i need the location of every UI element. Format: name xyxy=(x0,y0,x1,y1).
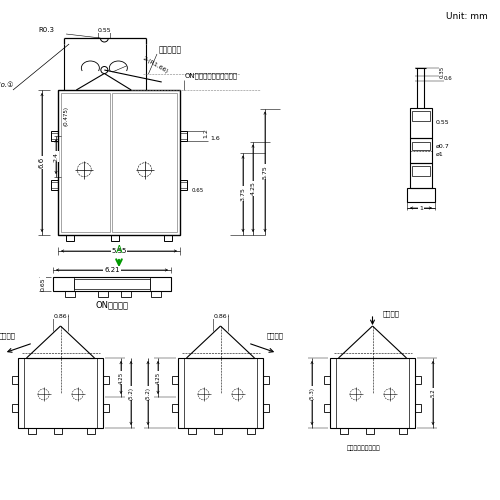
Text: (0.475): (0.475) xyxy=(64,106,68,126)
Text: 6.21: 6.21 xyxy=(104,267,120,273)
Bar xyxy=(12,404,18,411)
Text: 操作方向: 操作方向 xyxy=(267,332,284,340)
Text: 6.6: 6.6 xyxy=(39,157,45,168)
Bar xyxy=(214,428,222,434)
Text: (5.3): (5.3) xyxy=(310,386,314,400)
Text: 0.55: 0.55 xyxy=(98,28,111,32)
Text: A: A xyxy=(116,245,122,255)
Bar xyxy=(247,428,255,434)
Bar xyxy=(330,358,415,428)
Bar xyxy=(65,291,75,297)
Bar xyxy=(188,428,196,434)
Text: 全冲程位置: 全冲程位置 xyxy=(159,46,182,54)
Text: 4.25: 4.25 xyxy=(250,182,256,195)
Text: Unit: mm: Unit: mm xyxy=(446,12,488,21)
Bar xyxy=(51,130,58,140)
Text: 操作方向: 操作方向 xyxy=(382,310,400,318)
Bar xyxy=(18,358,103,428)
Bar xyxy=(172,404,178,411)
Text: 0.55: 0.55 xyxy=(436,120,450,126)
Text: 4.25: 4.25 xyxy=(118,372,124,384)
Bar xyxy=(366,428,374,434)
Text: (5.2): (5.2) xyxy=(128,386,134,400)
Bar xyxy=(263,376,269,384)
Bar xyxy=(178,358,263,428)
Bar xyxy=(172,376,178,384)
Bar xyxy=(61,93,110,232)
Bar xyxy=(12,376,18,384)
Text: 1.2: 1.2 xyxy=(204,128,208,138)
Bar xyxy=(180,180,187,190)
Text: 5.55: 5.55 xyxy=(112,248,126,254)
Text: ø0.7: ø0.7 xyxy=(436,144,450,149)
Bar xyxy=(111,235,119,241)
Bar xyxy=(103,404,109,411)
Bar xyxy=(74,279,150,289)
Bar xyxy=(98,291,108,297)
Bar xyxy=(87,428,95,434)
Text: 2-(R1.66): 2-(R1.66) xyxy=(141,56,169,74)
Bar xyxy=(28,428,36,434)
Text: 5.2: 5.2 xyxy=(430,388,436,398)
Bar xyxy=(399,428,407,434)
Text: ON初始位置: ON初始位置 xyxy=(96,300,128,310)
Bar xyxy=(415,404,421,411)
Bar xyxy=(412,142,430,150)
Bar xyxy=(263,404,269,411)
Text: 使操作部笔直动作时: 使操作部笔直动作时 xyxy=(347,445,381,451)
Bar xyxy=(412,111,430,121)
Bar xyxy=(410,163,432,188)
Text: 0.6: 0.6 xyxy=(444,76,453,80)
Text: 0.65: 0.65 xyxy=(192,188,204,194)
Bar xyxy=(340,428,348,434)
Bar xyxy=(151,291,161,297)
Bar xyxy=(103,376,109,384)
Text: Terminal No.①: Terminal No.① xyxy=(0,82,13,88)
Text: 4.25: 4.25 xyxy=(156,372,160,384)
Bar xyxy=(58,90,180,235)
Text: 0.35: 0.35 xyxy=(440,66,444,78)
Bar xyxy=(412,166,430,176)
Bar xyxy=(54,428,62,434)
Text: 3.75: 3.75 xyxy=(240,187,246,200)
Bar xyxy=(410,108,432,138)
Text: 5.75: 5.75 xyxy=(262,165,268,178)
Text: (5.2): (5.2) xyxy=(146,386,150,400)
Bar xyxy=(51,180,58,190)
Text: 0.86: 0.86 xyxy=(214,314,228,318)
Text: 0.65: 0.65 xyxy=(40,277,46,291)
Bar xyxy=(66,235,74,241)
Bar xyxy=(407,188,435,202)
Text: R0.3: R0.3 xyxy=(38,27,54,33)
Bar xyxy=(53,277,171,291)
Text: 1.6: 1.6 xyxy=(210,136,220,140)
Bar xyxy=(122,291,132,297)
Bar xyxy=(410,138,432,163)
Text: 操作方向: 操作方向 xyxy=(0,332,16,340)
Bar xyxy=(324,404,330,411)
Text: 1: 1 xyxy=(419,206,423,210)
Text: 2.4: 2.4 xyxy=(54,152,59,162)
Bar xyxy=(112,93,177,232)
Bar xyxy=(324,376,330,384)
Bar xyxy=(164,235,172,241)
Text: ø1: ø1 xyxy=(436,152,444,157)
Text: ON位置，动作力测量位置: ON位置，动作力测量位置 xyxy=(185,72,238,80)
Bar xyxy=(180,130,187,140)
Text: 0.86: 0.86 xyxy=(54,314,68,318)
Bar xyxy=(415,376,421,384)
